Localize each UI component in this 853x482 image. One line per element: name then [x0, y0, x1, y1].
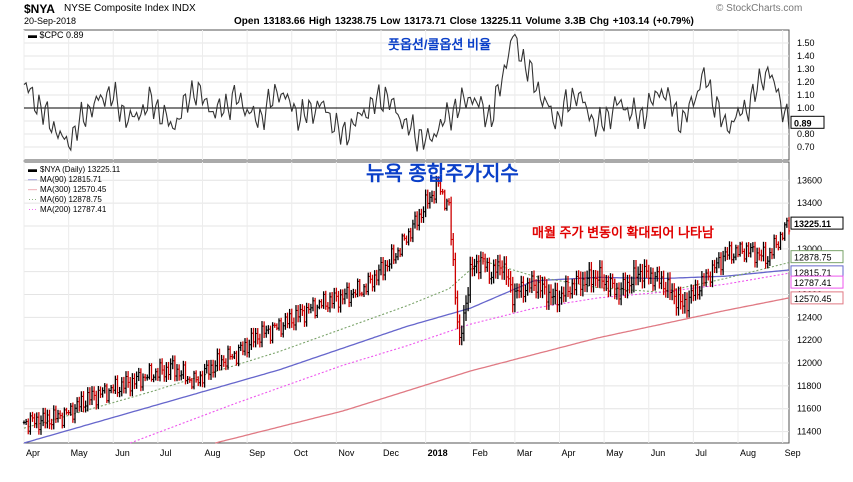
- nya-y-tick-label: 12000: [797, 358, 822, 368]
- x-tick-label: Jul: [695, 448, 707, 458]
- nya-legend-label: MA(300) 12570.45: [40, 185, 107, 194]
- cpc-legend-label: ▬ $CPC 0.89: [28, 30, 84, 40]
- price-label: 12815.71: [794, 268, 832, 278]
- annotation-nyse-index: 뉴욕 종합주가지수: [366, 162, 519, 185]
- x-tick-label: Oct: [294, 448, 309, 458]
- ma300-line: [215, 297, 790, 444]
- price-label-box: [790, 216, 844, 230]
- nya-panel-frame: [23, 161, 790, 444]
- cpc-y-tick-label: 1.00: [797, 103, 815, 113]
- nya-legend-swatch: ···: [28, 194, 37, 204]
- price-label: 12570.45: [794, 294, 832, 304]
- x-tick-label: May: [71, 448, 89, 458]
- price-label: 12878.75: [794, 253, 832, 263]
- price-label-box: [790, 291, 844, 305]
- cpc-last-value-label: 0.89: [794, 118, 812, 128]
- nya-legend-swatch: ▬: [28, 164, 37, 174]
- ma60-line: [23, 259, 790, 429]
- x-tick-label: Nov: [338, 448, 355, 458]
- nya-y-tick-label: 13600: [797, 175, 822, 185]
- header-symbol: $NYA: [24, 2, 55, 16]
- x-tick-label: Jul: [160, 448, 172, 458]
- price-label: 13225.11: [794, 219, 831, 229]
- cpc-series-line: [23, 33, 790, 152]
- x-tick-label: Apr: [26, 448, 40, 458]
- nya-legend-label: MA(90) 12815.71: [40, 175, 102, 184]
- cpc-y-tick-label: 1.30: [797, 64, 815, 74]
- nya-y-tick-label: 13400: [797, 198, 822, 208]
- x-tick-label: Sep: [249, 448, 265, 458]
- cpc-y-tick-label: 1.10: [797, 90, 815, 100]
- x-tick-label: Feb: [472, 448, 488, 458]
- nya-price-bars: [22, 175, 791, 435]
- x-tick-label: Apr: [562, 448, 576, 458]
- x-tick-label: Mar: [517, 448, 533, 458]
- cpc-y-tick-label: 1.20: [797, 77, 815, 87]
- nya-legend-label: MA(60) 12878.75: [40, 195, 102, 204]
- cpc-last-value-box: [790, 115, 825, 129]
- price-label-box: [790, 250, 844, 264]
- x-tick-label: Sep: [785, 448, 801, 458]
- nya-y-tick-label: 11600: [797, 404, 821, 414]
- nya-y-tick-label: 13000: [797, 244, 822, 254]
- nya-legend-swatch: —: [28, 174, 37, 184]
- nya-y-tick-label: 12200: [797, 335, 822, 345]
- x-tick-label: Dec: [383, 448, 400, 458]
- cpc-y-tick-label: 1.40: [797, 51, 815, 61]
- cpc-y-tick-label: 1.50: [797, 38, 815, 48]
- nya-y-tick-label: 12400: [797, 312, 822, 322]
- x-tick-label: Jun: [651, 448, 666, 458]
- nya-legend-label: MA(200) 12787.41: [40, 205, 107, 214]
- nya-y-tick-label: 11800: [797, 381, 821, 391]
- cpc-y-tick-label: 0.70: [797, 142, 815, 152]
- x-tick-label: Jun: [115, 448, 130, 458]
- price-label-box: [790, 275, 844, 289]
- x-tick-label: 2018: [428, 448, 448, 458]
- cpc-y-tick-label: 0.80: [797, 129, 815, 139]
- x-tick-label: May: [606, 448, 624, 458]
- nya-legend-swatch: ···: [28, 204, 37, 214]
- annotation-volatility: 매월 주가 변동이 확대되어 나타남: [532, 225, 714, 240]
- header-date: 20-Sep-2018: [24, 16, 77, 26]
- nya-legend-swatch: —: [28, 184, 37, 194]
- x-tick-label: Aug: [205, 448, 221, 458]
- stockcharts-copyright: © StockCharts.com: [716, 3, 803, 14]
- nya-legend-label: $NYA (Daily) 13225.11: [40, 165, 121, 174]
- x-tick-label: Aug: [740, 448, 756, 458]
- nya-y-tick-label: 11400: [797, 427, 821, 437]
- header-quote: Open 13183.66 High 13238.75 Low 13173.71…: [234, 16, 694, 27]
- annotation-put-call-ratio: 풋옵션/콜옵션 비율: [388, 37, 491, 52]
- header-index-name: NYSE Composite Index INDX: [64, 3, 196, 14]
- price-label: 12787.41: [794, 278, 832, 288]
